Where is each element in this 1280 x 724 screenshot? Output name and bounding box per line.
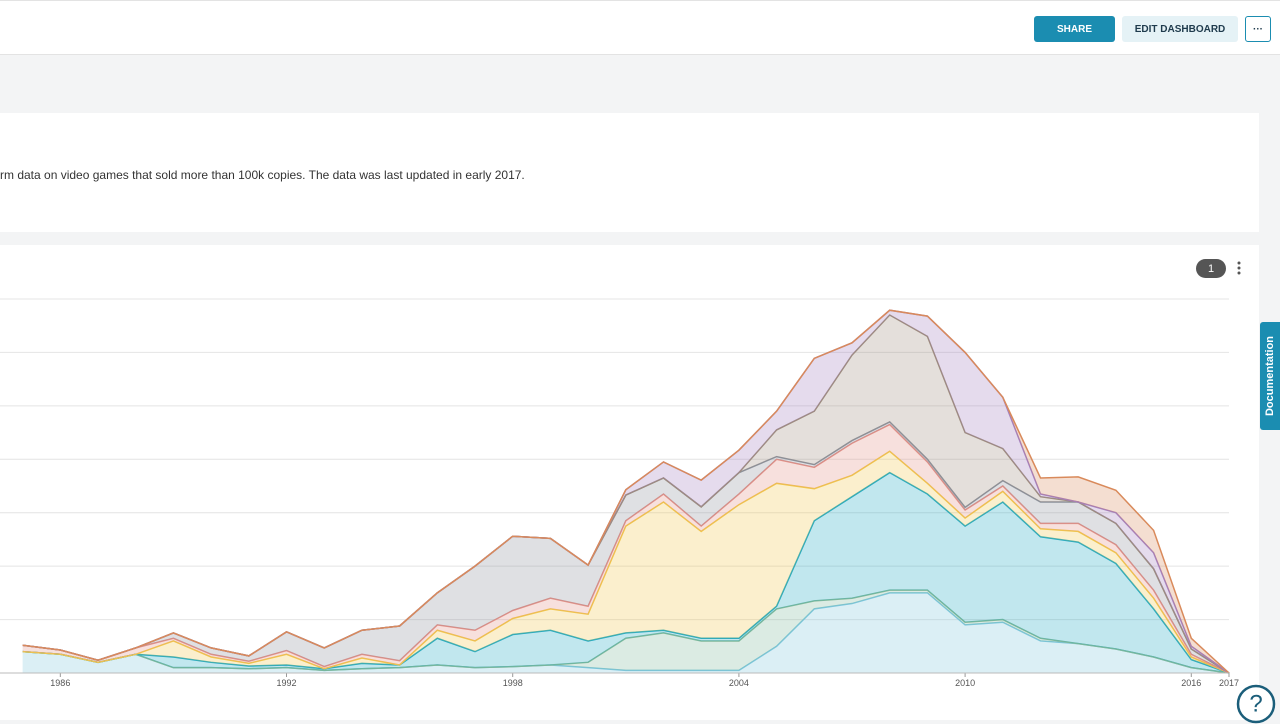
more-button[interactable]: ··· — [1245, 16, 1271, 42]
description-card: rm data on video games that sold more th… — [0, 113, 1259, 232]
edit-dashboard-button[interactable]: EDIT DASHBOARD — [1122, 16, 1238, 42]
help-label: ? — [1249, 690, 1262, 717]
menu-dot[interactable] — [1237, 261, 1241, 265]
x-tick-label: 2016 — [1181, 678, 1201, 688]
menu-dot[interactable] — [1237, 271, 1241, 275]
documentation-tab[interactable]: Documentation — [1260, 322, 1280, 430]
filter-badge-bg[interactable] — [1196, 259, 1226, 278]
x-tick-label: 1986 — [50, 678, 70, 688]
area — [22, 315, 1230, 673]
top-bar: SHARE EDIT DASHBOARD ··· — [0, 0, 1280, 55]
filter-badge[interactable]: 1 — [1208, 263, 1214, 275]
area-line — [22, 471, 1230, 674]
area — [22, 592, 1230, 673]
x-tick-label: 2004 — [729, 678, 749, 688]
area-line — [22, 450, 1230, 674]
x-tick-label: 2010 — [955, 678, 975, 688]
area — [22, 310, 1230, 673]
area-line — [22, 309, 1230, 674]
area — [22, 451, 1230, 673]
area — [22, 590, 1230, 673]
share-button[interactable]: SHARE — [1034, 16, 1115, 42]
chart: 1 1986 1992 1998 2004 2010 2016 2017 — [0, 259, 1241, 688]
x-tick-label: 2017 — [1219, 678, 1239, 688]
area — [22, 424, 1230, 673]
description-text: rm data on video games that sold more th… — [0, 168, 525, 182]
chart-card: 1 1986 1992 1998 2004 2010 2016 2017 — [0, 245, 1259, 720]
x-tick-label: 1998 — [503, 678, 523, 688]
help-button[interactable]: ? — [1236, 684, 1276, 724]
area — [22, 472, 1230, 673]
menu-dot[interactable] — [1237, 266, 1241, 270]
x-tick-label: 1992 — [276, 678, 296, 688]
documentation-label: Documentation — [1264, 335, 1276, 417]
plot: 1986 1992 1998 2004 2010 2016 2017 — [0, 298, 1239, 688]
area-line — [22, 589, 1230, 674]
area-line — [22, 423, 1230, 674]
